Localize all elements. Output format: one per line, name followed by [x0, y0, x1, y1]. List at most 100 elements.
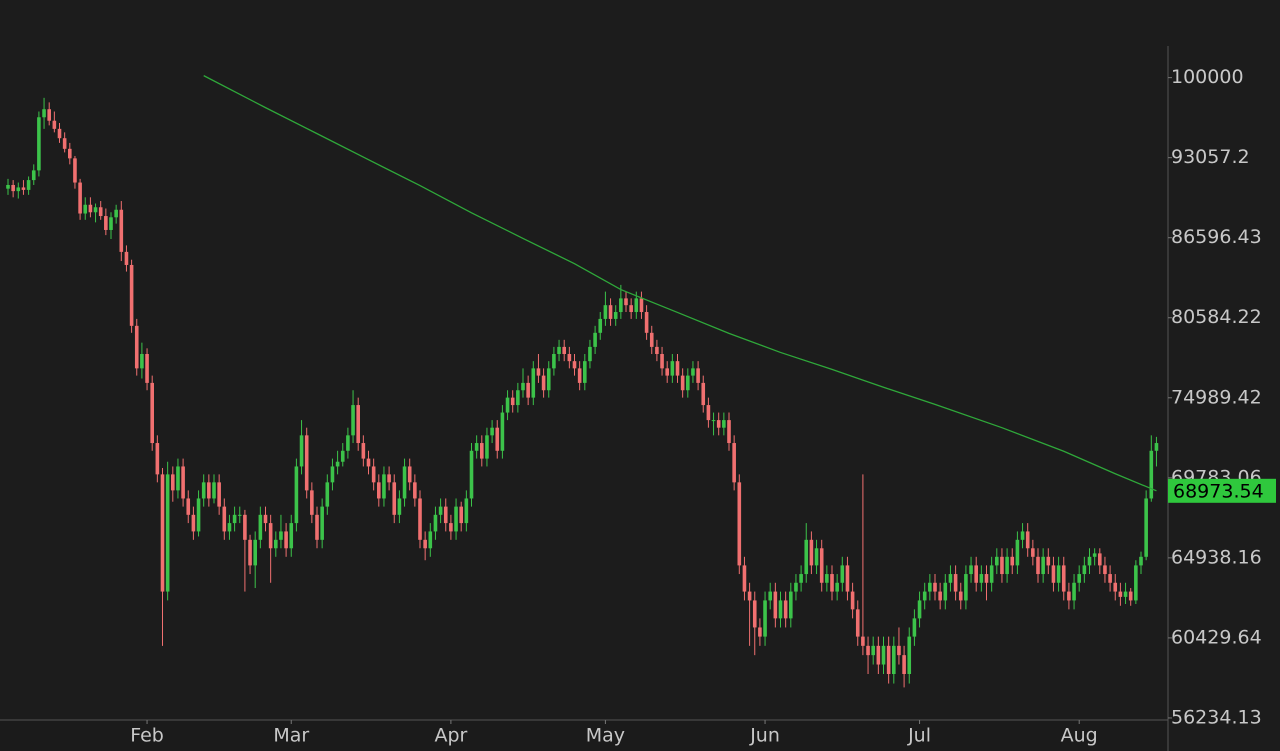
study-label[interactable]: SimpleMovingAvg ... — [812, 47, 1004, 73]
candle-body — [407, 466, 412, 483]
candle-body — [1077, 574, 1081, 583]
candle-body — [57, 128, 62, 139]
candle-body — [83, 204, 88, 214]
candle-body — [212, 482, 216, 499]
candle-body — [536, 368, 541, 376]
candle-body — [1036, 556, 1040, 575]
candle-body — [1144, 498, 1148, 557]
ask: A: 72001.50 — [561, 25, 653, 43]
candle-body — [310, 490, 314, 515]
toolbar: BTC/USD 72018.70 +2719.3856767 +3.92% B:… — [0, 0, 1280, 47]
candle-body — [418, 498, 422, 540]
candle-body — [304, 435, 309, 491]
candle-body — [93, 207, 98, 213]
candle-body — [922, 591, 927, 601]
candle-body — [825, 574, 829, 583]
candle-body — [989, 565, 994, 583]
candle-body — [928, 582, 932, 592]
candle-body — [660, 354, 664, 369]
candle-body — [675, 361, 680, 376]
candle-body — [577, 368, 582, 383]
candle-body — [593, 332, 597, 347]
dropdown-button[interactable] — [169, 11, 199, 35]
studies-button[interactable] — [744, 0, 810, 46]
style-button[interactable] — [944, 0, 1012, 46]
candle-body — [279, 531, 283, 540]
candle-body — [474, 443, 479, 451]
x-tick-label: Mar — [273, 725, 309, 747]
candle-body — [11, 184, 15, 192]
x-tick-label: Jun — [749, 725, 780, 747]
candle-body — [948, 574, 953, 583]
candle-body — [289, 523, 294, 549]
candle-body — [814, 548, 819, 566]
candle-body — [335, 461, 340, 467]
candle-body — [850, 591, 855, 610]
symbol-box[interactable]: BTC/USD — [4, 8, 202, 38]
symbol-input[interactable]: BTC/USD — [17, 13, 97, 34]
candle-body — [701, 382, 706, 406]
candle-body — [371, 466, 376, 483]
flask-button[interactable] — [1082, 0, 1152, 46]
candle-body — [201, 482, 206, 499]
candle-body — [516, 390, 520, 406]
candle-body — [227, 523, 232, 532]
candle-body — [624, 298, 628, 306]
candle-body — [222, 506, 227, 532]
candle-body — [150, 382, 154, 444]
candle-body — [485, 435, 489, 459]
close: C: 72000.2 — [595, 47, 703, 73]
drawing-button[interactable] — [1152, 0, 1220, 46]
last-price: 72018.70 — [250, 9, 370, 38]
candle-body — [52, 120, 57, 129]
settings-button[interactable] — [810, 0, 876, 46]
candle-body — [181, 466, 185, 499]
candle-body — [62, 138, 67, 149]
candle-body — [789, 591, 793, 619]
candle-body — [438, 506, 443, 515]
link-button[interactable] — [206, 0, 238, 46]
candle-body — [330, 466, 335, 483]
candle-body — [253, 539, 257, 566]
candle-body — [145, 354, 149, 383]
candle-body — [670, 361, 675, 376]
candle-body — [866, 645, 870, 656]
candle-body — [382, 474, 386, 499]
candle-body — [1118, 591, 1123, 597]
candle-body — [1020, 531, 1025, 540]
candle-body — [892, 645, 896, 674]
range: R: 3568.53 — [704, 47, 811, 73]
candle-body — [1092, 553, 1097, 557]
candle-body — [912, 618, 917, 637]
candle-body — [1123, 591, 1128, 597]
candle-body — [480, 443, 484, 459]
candle-body — [1108, 574, 1112, 583]
aggregation-button[interactable]: D — [876, 0, 944, 46]
candle-body — [1134, 565, 1138, 601]
candle-body — [809, 539, 814, 566]
candles — [6, 97, 1159, 688]
candle-body — [428, 531, 433, 549]
candle-body — [845, 565, 850, 592]
candle-body — [758, 627, 762, 637]
net-change: +2719.3856767 — [398, 5, 521, 23]
candle-body — [510, 397, 515, 406]
candle-body — [248, 539, 252, 566]
candle-body — [217, 482, 221, 507]
candle-body — [351, 405, 355, 436]
x-tick-label: Jul — [907, 725, 931, 747]
candle-body — [140, 354, 144, 369]
candle-body — [274, 539, 278, 549]
candle-body — [974, 565, 978, 583]
y-tick-label: 60429.64 — [1171, 626, 1262, 648]
cursor-button[interactable] — [1012, 0, 1082, 46]
candle-body — [443, 506, 448, 524]
candle-body — [686, 375, 690, 391]
candle-body — [160, 474, 165, 592]
candle-body — [433, 514, 438, 532]
aggregation-label[interactable]: D — [904, 12, 919, 33]
high: H: 72425.53 — [385, 47, 505, 73]
news-button[interactable] — [676, 0, 744, 46]
sma-value-box — [1168, 478, 1276, 503]
